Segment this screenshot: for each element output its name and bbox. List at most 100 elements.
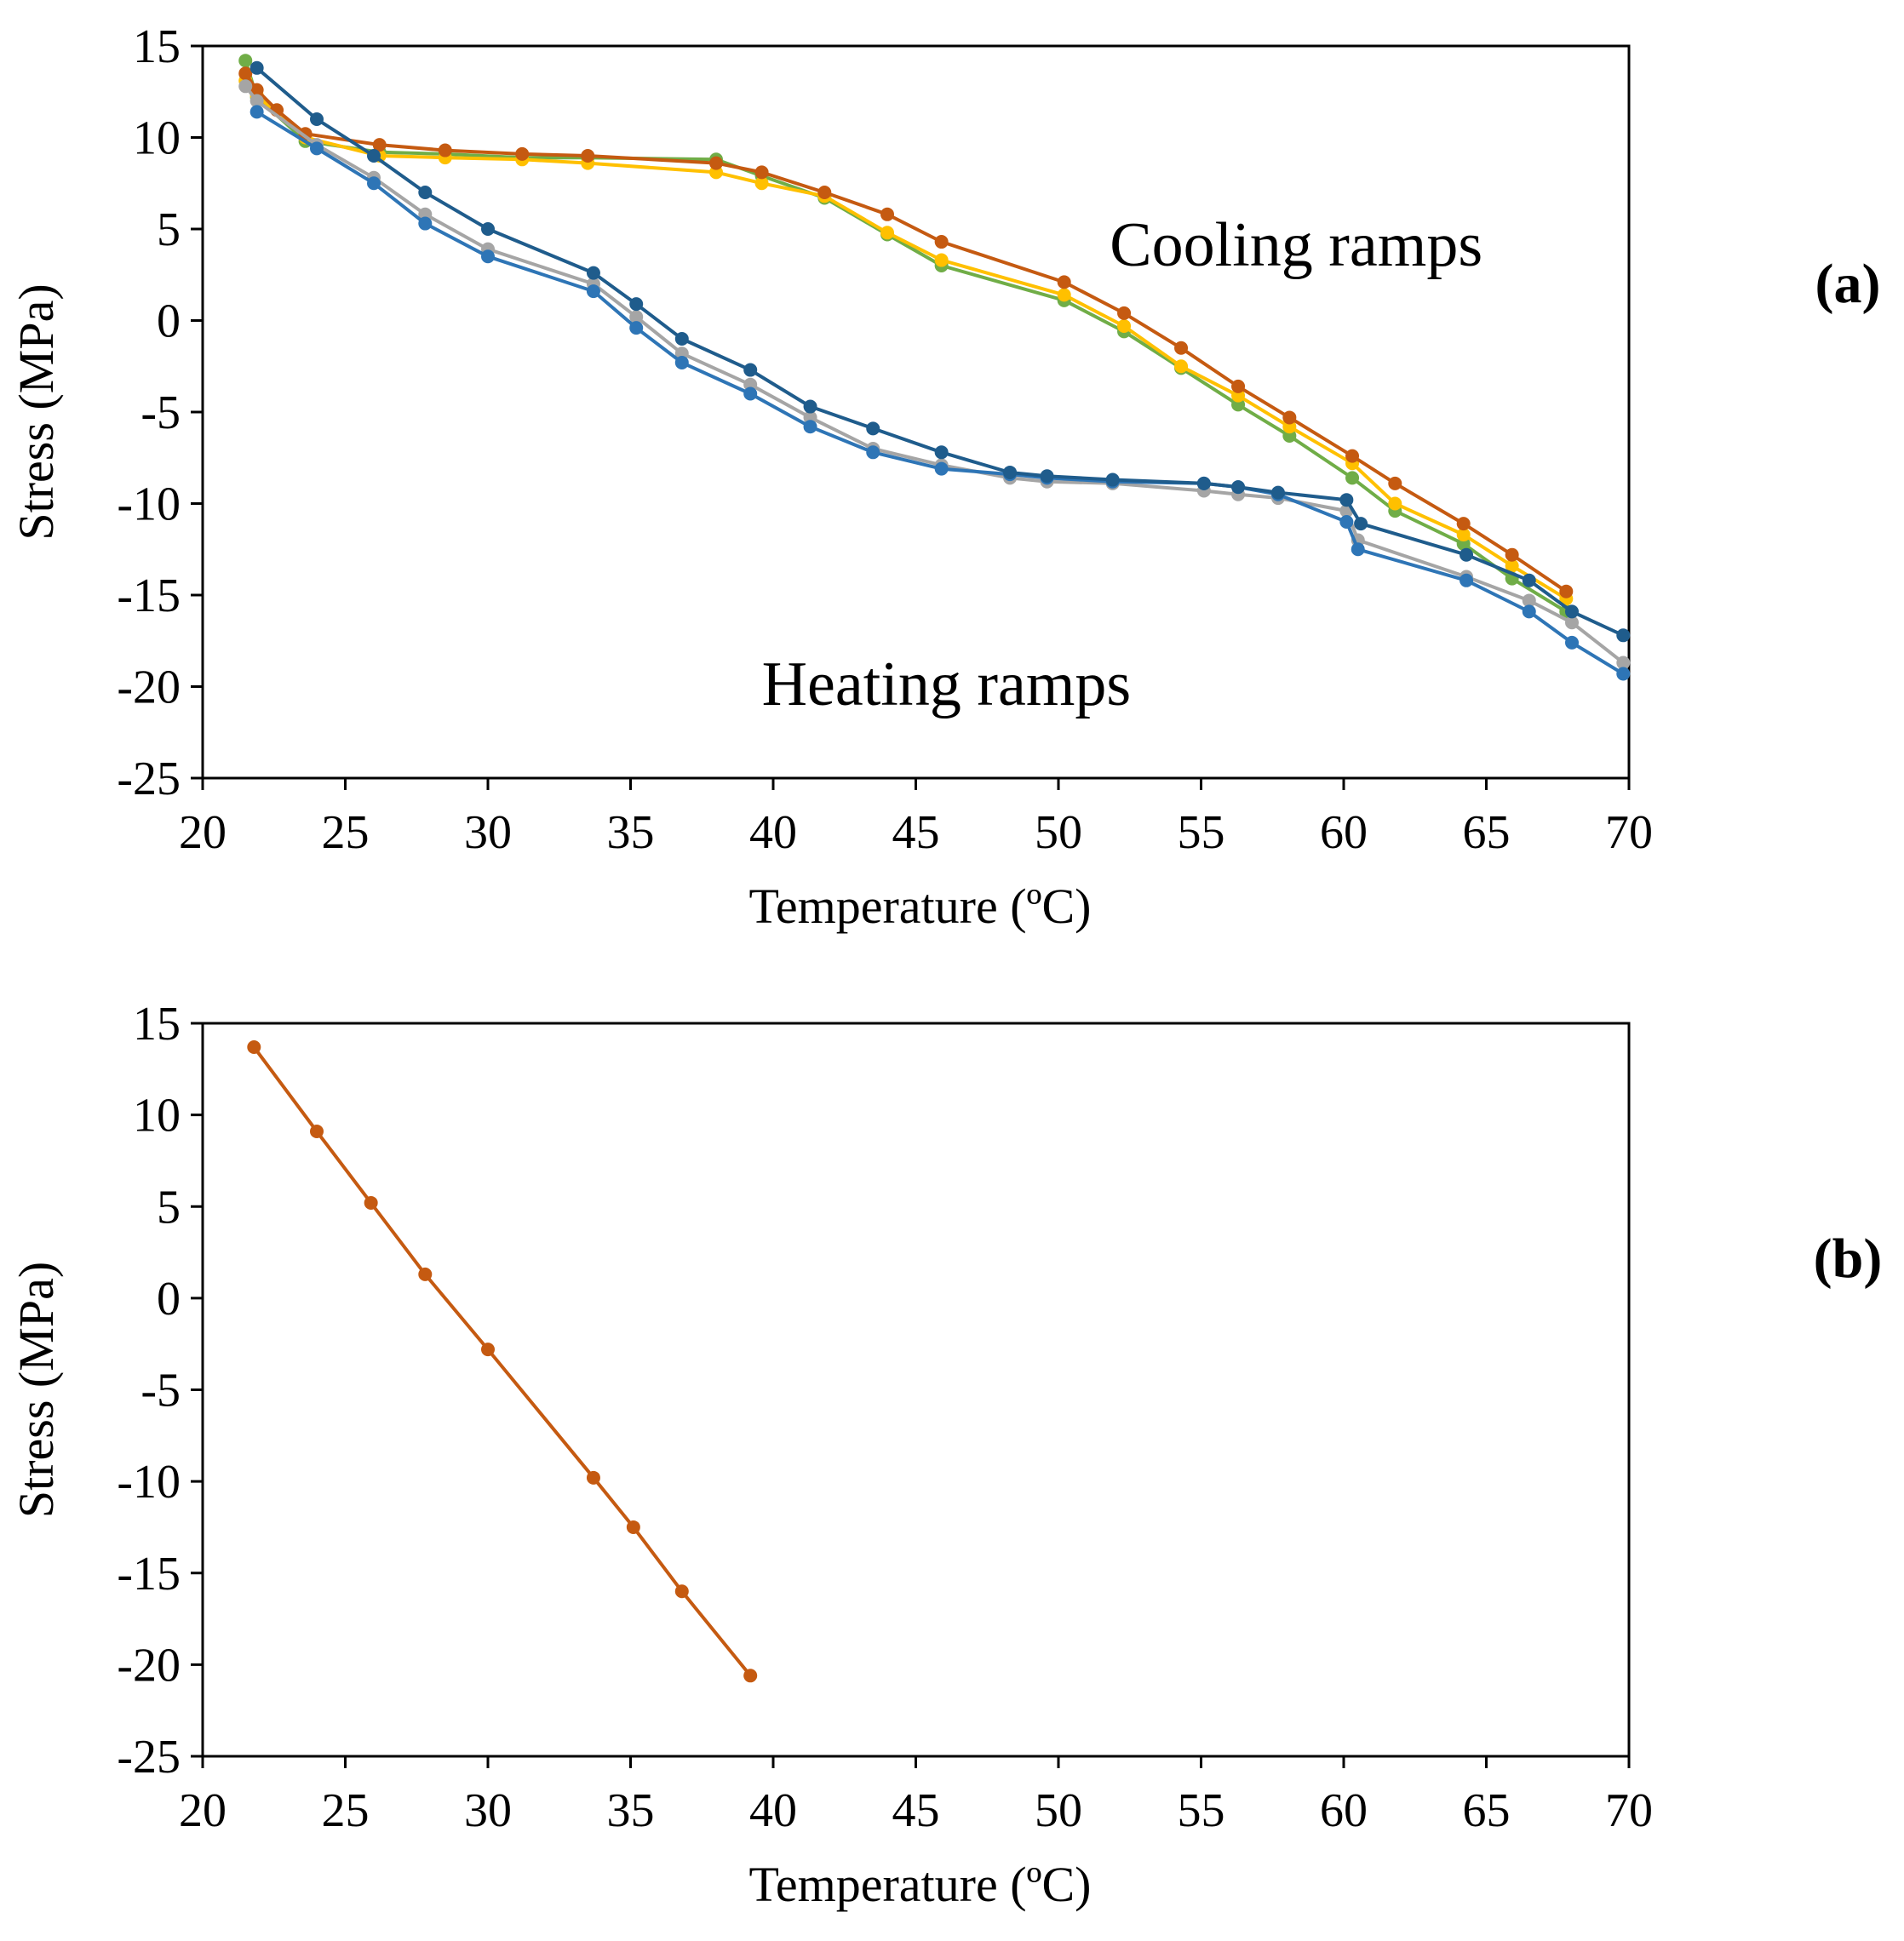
data-point (1282, 410, 1297, 425)
series-cooling-ramp-3 (238, 66, 1574, 598)
data-point (743, 363, 758, 377)
data-point (238, 66, 253, 81)
x-tick-label: 30 (464, 1784, 512, 1837)
y-tick-label: -5 (141, 1365, 181, 1417)
y-tick-label: 0 (157, 295, 181, 348)
x-tick-label: 65 (1463, 1784, 1511, 1837)
x-tick-label: 25 (322, 1784, 370, 1837)
y-tick-label: -15 (117, 570, 181, 622)
series-series-1 (247, 1039, 758, 1683)
y-tick-label: 15 (133, 998, 181, 1051)
data-point (249, 60, 264, 75)
y-axis-label: Stress (MPa) (9, 283, 64, 540)
x-tick-label: 40 (749, 806, 797, 859)
data-point (249, 105, 264, 119)
y-tick-label: -10 (117, 478, 181, 531)
data-point (372, 138, 387, 152)
x-tick-label: 65 (1463, 806, 1511, 859)
x-tick-label: 20 (179, 1784, 227, 1837)
series-line (255, 110, 1625, 676)
data-point (1339, 493, 1354, 507)
data-point (754, 176, 769, 191)
data-point (709, 156, 723, 170)
x-tick-label: 50 (1035, 1784, 1082, 1837)
data-point (674, 332, 689, 346)
data-point (934, 461, 949, 476)
data-point (1231, 480, 1246, 495)
data-point (1345, 449, 1360, 463)
data-point (238, 54, 253, 68)
data-point (1174, 341, 1189, 355)
series-line (252, 1045, 752, 1677)
data-point (1565, 604, 1579, 619)
data-point (1456, 528, 1471, 542)
y-tick-label: -10 (117, 1456, 181, 1509)
x-tick-label: 25 (322, 806, 370, 859)
data-point (880, 207, 894, 221)
series-line (255, 66, 1625, 638)
x-tick-label: 30 (464, 806, 512, 859)
y-tick-label: -20 (117, 661, 181, 714)
data-point (367, 176, 381, 191)
y-tick-label: 0 (157, 1273, 181, 1325)
data-point (1522, 573, 1536, 587)
data-point (367, 149, 381, 163)
data-point (1339, 515, 1354, 529)
data-point (674, 1584, 689, 1599)
data-point (1117, 306, 1132, 320)
y-tick-label: -15 (117, 1548, 181, 1600)
data-point (629, 321, 644, 335)
data-point (1616, 628, 1631, 643)
series-line (244, 85, 1625, 665)
data-point (438, 143, 452, 157)
y-tick-label: 10 (133, 1090, 181, 1142)
data-point (249, 94, 264, 108)
data-point (743, 1669, 758, 1683)
panel-label: (a) (1815, 253, 1881, 315)
data-point (674, 355, 689, 369)
data-point (1174, 359, 1189, 374)
data-point (1505, 558, 1519, 573)
data-point (1565, 616, 1579, 630)
data-point (1196, 476, 1211, 490)
data-point (418, 216, 433, 231)
x-tick-label: 70 (1605, 806, 1653, 859)
data-point (1522, 593, 1536, 608)
data-point (1040, 469, 1054, 484)
x-tick-label: 55 (1178, 806, 1225, 859)
data-point (1270, 485, 1285, 500)
data-point (1057, 275, 1071, 289)
data-point (1456, 517, 1471, 531)
data-point (515, 146, 530, 161)
data-point (249, 83, 264, 97)
y-tick-label: 5 (157, 1181, 181, 1234)
data-point (238, 79, 253, 94)
data-point (586, 266, 600, 280)
series-cooling-ramp-1 (238, 54, 1574, 619)
data-point (626, 1520, 640, 1534)
plot-frame (201, 1022, 1631, 1758)
data-point (1460, 573, 1474, 587)
series-heating-ramp-3 (249, 60, 1631, 643)
series-heating-ramp-1 (238, 79, 1631, 670)
data-point (803, 399, 817, 414)
data-point (934, 253, 949, 267)
y-tick-label: 5 (157, 203, 181, 256)
data-point (581, 149, 595, 163)
data-point (310, 1124, 324, 1138)
data-point (817, 186, 832, 199)
y-tick-label: -5 (141, 386, 181, 439)
x-tick-label: 60 (1320, 806, 1368, 859)
data-point (310, 112, 324, 126)
x-tick-label: 70 (1605, 1784, 1653, 1837)
data-point (1616, 667, 1631, 681)
data-point (934, 235, 949, 249)
data-point (1565, 635, 1579, 650)
x-tick-label: 20 (179, 806, 227, 859)
data-point (481, 249, 495, 264)
panel-label: (b) (1814, 1228, 1883, 1290)
data-point (803, 420, 817, 434)
x-axis-label: Temperature (ºC) (748, 1857, 1091, 1912)
